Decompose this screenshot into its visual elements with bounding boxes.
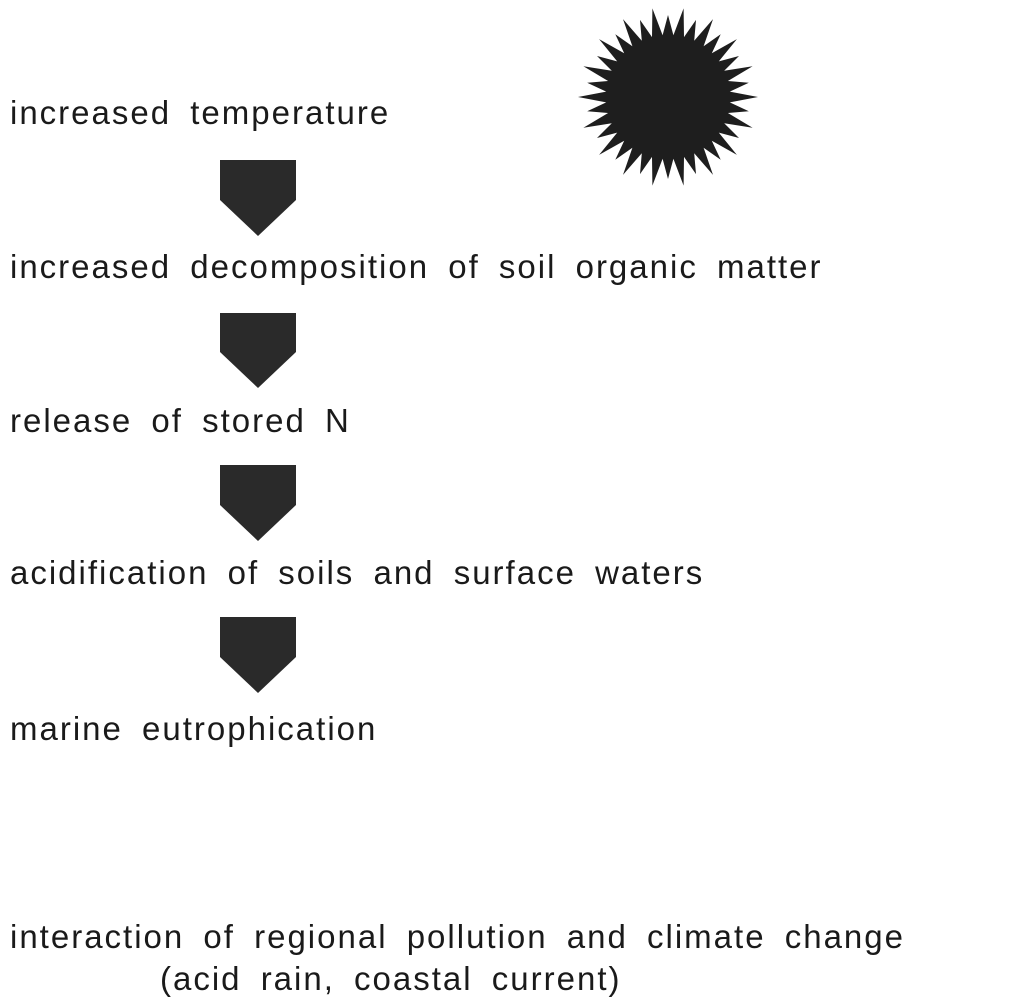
arrow <box>220 617 296 693</box>
node-label: release of stored N <box>10 402 351 439</box>
arrow <box>220 465 296 541</box>
node-label: increased decomposition of soil organic … <box>10 248 823 285</box>
node-label: marine eutrophication <box>10 710 377 747</box>
arrow <box>220 313 296 388</box>
footer-line: (acid rain, coastal current) <box>160 960 621 997</box>
node-label: acidification of soils and surface water… <box>10 554 704 591</box>
sun-shape <box>578 8 758 186</box>
arrow <box>220 160 296 236</box>
sun-icon <box>578 8 758 186</box>
footer-line: interaction of regional pollution and cl… <box>10 918 905 955</box>
node-label: increased temperature <box>10 94 390 131</box>
